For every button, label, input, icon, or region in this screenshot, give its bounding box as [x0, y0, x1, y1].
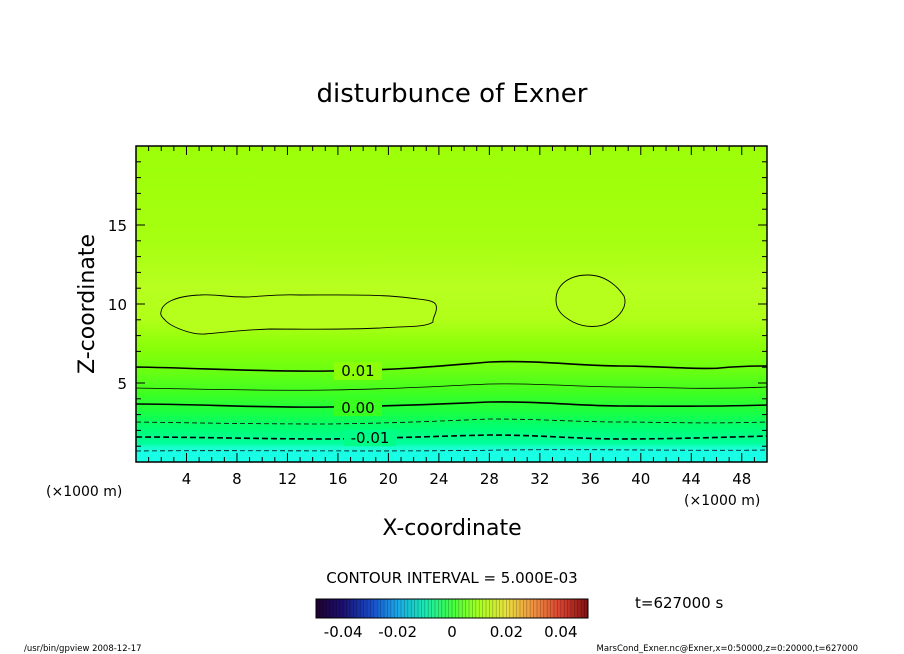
- colorbar-tick-label: 0: [447, 623, 457, 641]
- contour-line-0.01: [136, 360, 767, 372]
- colorbar: -0.04 -0.02 0 0.02 0.04: [315, 598, 589, 641]
- contour-label-group: 0.01 0.00 -0.01: [334, 362, 396, 447]
- contour-interval: CONTOUR INTERVAL = 5.000E-03: [326, 569, 577, 587]
- x-tick-label: 48: [732, 470, 751, 488]
- cyan-band: [136, 448, 767, 462]
- contour-line-0.00: [136, 401, 767, 408]
- colorbar-tick-label: -0.02: [378, 623, 417, 641]
- colorbar-tick-label: 0.02: [490, 623, 523, 641]
- x-tick-label: 12: [278, 470, 297, 488]
- y-tick-labels: 5 10 15: [108, 217, 127, 393]
- colorbar-tick-label: -0.04: [324, 623, 363, 641]
- contour-label-0.01: 0.01: [341, 362, 374, 380]
- closed-contour-left: [160, 294, 437, 335]
- colorbar-tick-label: 0.04: [544, 623, 577, 641]
- x-tick-label: 28: [480, 470, 499, 488]
- colorbar-frame: [315, 598, 589, 619]
- y-tick-label: 10: [108, 296, 127, 314]
- x-tick-label: 24: [429, 470, 448, 488]
- y-tick-label: 15: [108, 217, 127, 235]
- x-tick-label: 20: [379, 470, 398, 488]
- z-unit-label: (×1000 m): [46, 484, 122, 500]
- footer-right: MarsCond_Exner.nc@Exner,x=0:50000,z=0:20…: [596, 644, 858, 654]
- contour-line--0.015: [136, 449, 767, 452]
- y-tick-label: 5: [117, 375, 127, 393]
- x-tick-label: 40: [631, 470, 650, 488]
- x-tick-labels: 4 8 12 16 20 24 28 32 36 40 44 48: [182, 470, 752, 488]
- y-axis-title: Z-coordinate: [75, 234, 100, 374]
- contour-line-0.005: [136, 383, 767, 391]
- contour-line--0.01: [136, 434, 767, 440]
- x-unit-label: (×1000 m): [684, 493, 760, 509]
- x-tick-label: 16: [328, 470, 347, 488]
- x-tick-label: 8: [232, 470, 242, 488]
- closed-contour-right: [555, 274, 626, 327]
- x-tick-label: 44: [682, 470, 701, 488]
- x-tick-label: 4: [182, 470, 192, 488]
- x-axis-title: X-coordinate: [382, 516, 521, 541]
- x-tick-label: 32: [530, 470, 549, 488]
- footer-left: /usr/bin/gpview 2008-12-17: [24, 644, 142, 654]
- contour-label--0.01: -0.01: [351, 429, 390, 447]
- contour-label-0.00: 0.00: [341, 399, 374, 417]
- time-label: t=627000 s: [635, 594, 723, 612]
- contour-line--0.005: [136, 418, 767, 425]
- x-tick-label: 36: [581, 470, 600, 488]
- colorbar-fill: [316, 599, 588, 618]
- chart-title: disturbunce of Exner: [317, 79, 588, 109]
- axis-ticks: [136, 146, 767, 462]
